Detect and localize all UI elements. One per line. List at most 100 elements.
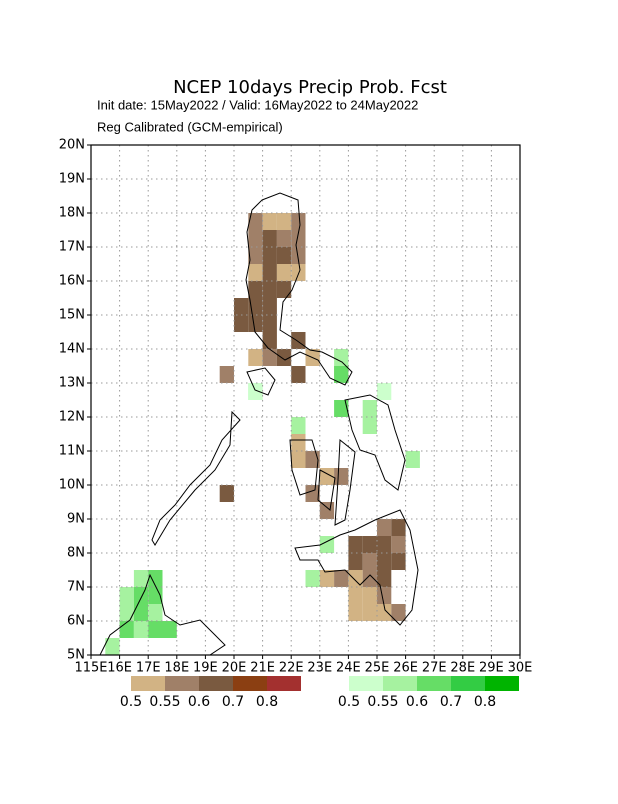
prob-cell	[248, 349, 263, 366]
prob-cell	[291, 366, 306, 383]
prob-cell	[248, 281, 263, 298]
y-tick-label: 18N	[59, 206, 85, 221]
colorbar-box	[383, 676, 417, 691]
x-tick-label: 27E	[422, 661, 447, 676]
prob-cell	[248, 315, 263, 332]
colorbar-label: 0.6	[406, 694, 428, 710]
prob-cell	[148, 621, 163, 638]
y-tick-label: 10N	[59, 478, 85, 493]
y-tick-label: 13N	[59, 376, 85, 391]
x-tick-label: 115E	[74, 661, 107, 676]
prob-cell	[248, 247, 263, 264]
x-tick-label: 20E	[222, 661, 247, 676]
x-tick-label: 19E	[193, 661, 218, 676]
colorbar-label: 0.7	[222, 694, 244, 710]
prob-cell	[362, 604, 377, 621]
x-tick-label: 22E	[279, 661, 304, 676]
colorbar-box	[165, 676, 199, 691]
colorbar-box	[233, 676, 267, 691]
x-tick-label: 26E	[393, 661, 418, 676]
prob-cell	[334, 400, 349, 417]
prob-cell	[291, 417, 306, 434]
prob-cell	[262, 332, 277, 349]
colorbar-label: 0.8	[256, 694, 278, 710]
prob-cell	[148, 570, 163, 587]
prob-cell	[291, 213, 306, 230]
axes: 115E 16E 17E 18E 19E 20E 21E 22E 23E 24E 25E 26E 27E…	[59, 138, 533, 676]
coastline	[246, 367, 276, 396]
colorbar-label: 0.5	[338, 694, 360, 710]
x-tick-label: 17E	[136, 661, 161, 676]
coastline	[317, 469, 336, 511]
cells	[105, 213, 420, 655]
prob-cell	[334, 570, 349, 587]
prob-cell	[391, 604, 406, 621]
prob-cell	[219, 485, 234, 502]
y-tick-label: 12N	[59, 410, 85, 425]
prob-cell	[348, 604, 363, 621]
prob-cell	[248, 230, 263, 247]
prob-cell	[348, 553, 363, 570]
prob-cell	[305, 570, 320, 587]
prob-cell	[276, 247, 292, 264]
prob-cell	[262, 247, 277, 264]
colorbar-box	[199, 676, 233, 691]
prob-cell	[119, 587, 134, 604]
y-tick-label: 5N	[67, 648, 85, 663]
prob-cell	[391, 536, 406, 553]
prob-cell	[291, 264, 306, 281]
prob-cell	[305, 485, 320, 502]
prob-cell	[133, 587, 149, 604]
y-tick-label: 19N	[59, 172, 85, 187]
prob-cell	[391, 553, 406, 570]
prob-cell	[291, 332, 306, 349]
colorbar-label: 0.7	[440, 694, 462, 710]
prob-cell	[262, 298, 277, 315]
x-tick-label: 25E	[365, 661, 390, 676]
colorbars: 0.5 0.55 0.6 0.7 0.8 0.5 0.55 0.6 0.7 0.8	[120, 676, 519, 710]
y-tick-label: 7N	[67, 580, 85, 595]
x-tick-label: 23E	[307, 661, 332, 676]
title: NCEP 10days Precip Prob. Fcst	[173, 77, 447, 98]
colorbar-box	[131, 676, 165, 691]
prob-cell	[105, 638, 120, 655]
x-tick-label: 16E	[107, 661, 132, 676]
prob-cell	[334, 468, 349, 485]
prob-cell	[248, 264, 263, 281]
prob-cell	[234, 315, 249, 332]
prob-cell	[148, 604, 163, 621]
prob-cell	[377, 536, 392, 553]
prob-cell	[291, 451, 306, 468]
colorbar-label: 0.5	[120, 694, 142, 710]
prob-cell	[133, 604, 149, 621]
method: Reg Calibrated (GCM-empirical)	[97, 119, 283, 134]
prob-cell	[377, 587, 392, 604]
prob-cell	[262, 281, 277, 298]
prob-cell	[334, 366, 349, 383]
x-tick-label: 21E	[250, 661, 275, 676]
y-tick-label: 8N	[67, 546, 85, 561]
prob-cell	[248, 213, 263, 230]
y-tick-label: 17N	[59, 240, 85, 255]
colorbar-label: 0.55	[149, 694, 180, 710]
prob-cell	[276, 281, 292, 298]
prob-cell	[276, 264, 292, 281]
coastline	[334, 438, 356, 526]
prob-cell	[248, 383, 263, 400]
prob-cell	[377, 570, 392, 587]
prob-cell	[162, 621, 177, 638]
plot-frame	[90, 144, 521, 656]
coastline	[289, 439, 319, 496]
prob-cell	[334, 349, 349, 366]
prob-cell	[362, 587, 377, 604]
prob-cell	[319, 502, 335, 519]
prob-cell	[276, 349, 292, 366]
coastline	[344, 394, 406, 491]
x-tick-label: 30E	[508, 661, 533, 676]
prob-cell	[348, 570, 363, 587]
prob-cell	[148, 587, 163, 604]
prob-cell	[262, 213, 277, 230]
colorbar-box	[417, 676, 451, 691]
colorbar-label: 0.8	[474, 694, 496, 710]
